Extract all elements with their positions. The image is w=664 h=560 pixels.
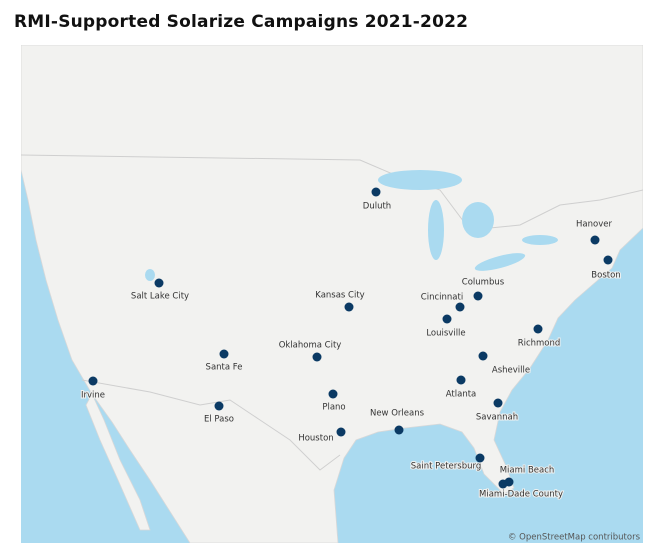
city-label: Hanover <box>576 220 612 230</box>
city-label: Santa Fe <box>206 363 243 373</box>
city-marker <box>533 324 543 334</box>
map-title: RMI-Supported Solarize Campaigns 2021-20… <box>14 12 469 32</box>
city-label: Houston <box>298 434 333 444</box>
city-marker <box>394 425 404 435</box>
city-label: Cincinnati <box>421 293 463 303</box>
city-marker <box>590 235 600 245</box>
city-marker <box>456 375 466 385</box>
city-marker <box>442 314 452 324</box>
city-marker <box>219 349 229 359</box>
city-label: Oklahoma City <box>279 341 342 351</box>
city-label: Plano <box>322 403 345 413</box>
city-marker <box>336 427 346 437</box>
city-label: Miami-Dade County <box>479 490 563 500</box>
city-marker <box>498 479 508 489</box>
city-label: Miami Beach <box>500 466 555 476</box>
city-label: Salt Lake City <box>131 292 189 302</box>
city-label: El Paso <box>204 415 234 425</box>
city-label: Savannah <box>476 413 518 423</box>
city-label: New Orleans <box>370 409 425 419</box>
city-marker <box>475 453 485 463</box>
city-label: Atlanta <box>446 390 477 400</box>
city-label: Kansas City <box>315 291 364 301</box>
city-marker <box>371 187 381 197</box>
city-marker <box>473 291 483 301</box>
city-marker <box>455 302 465 312</box>
mexico-border <box>81 379 341 471</box>
city-label: Columbus <box>462 278 505 288</box>
city-marker <box>154 278 164 288</box>
city-label: Asheville <box>492 366 530 376</box>
city-label: Saint Petersburg <box>411 462 481 472</box>
city-marker <box>493 398 503 408</box>
city-label: Boston <box>591 271 620 281</box>
baja <box>85 393 151 531</box>
city-label: Richmond <box>518 339 561 349</box>
city-marker <box>88 376 98 386</box>
city-marker <box>478 351 488 361</box>
city-marker <box>214 401 224 411</box>
city-marker <box>312 352 322 362</box>
basemap <box>21 45 643 543</box>
city-label: Duluth <box>363 202 391 212</box>
city-marker <box>328 389 338 399</box>
great-lakes <box>145 170 558 281</box>
land <box>21 45 643 543</box>
attribution: © OpenStreetMap contributors <box>508 533 641 543</box>
city-label: Louisville <box>426 329 465 339</box>
city-marker <box>603 255 613 265</box>
city-marker <box>344 302 354 312</box>
city-label: Irvine <box>81 391 105 401</box>
